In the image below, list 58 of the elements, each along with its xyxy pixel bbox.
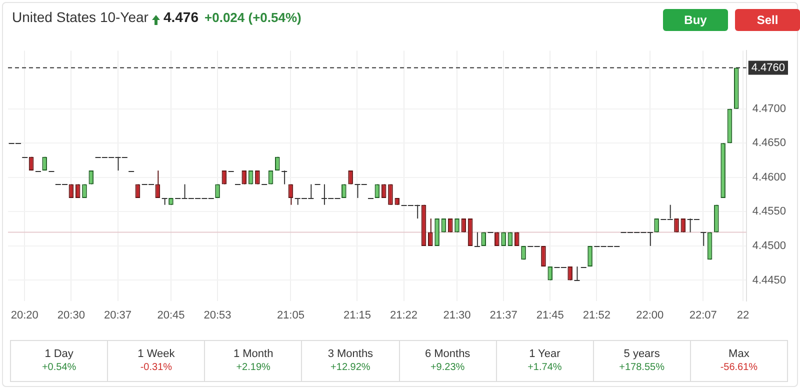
y-tick-label: 4.4550 <box>752 206 786 218</box>
x-tick-label: 21:37 <box>490 309 518 322</box>
candlestick <box>680 218 686 233</box>
candlestick <box>448 218 453 233</box>
text: 5 years <box>622 348 661 360</box>
buy-button: Buy <box>663 9 728 31</box>
text: 3 Months <box>326 348 374 360</box>
text: -56.61% <box>719 362 759 373</box>
candlestick <box>281 170 288 185</box>
text: 6 Months <box>424 348 472 360</box>
x-tick-label: 20:20 <box>10 309 38 322</box>
candlestick <box>574 266 580 281</box>
y-tick-label: 4.4500 <box>752 240 786 252</box>
candlestick <box>268 170 274 185</box>
chart-subtitle: 4.476 <box>163 9 199 25</box>
candlestick <box>548 266 553 281</box>
candlestick <box>222 170 227 185</box>
chart-title: United States 10-Year <box>12 9 148 25</box>
text: -0.31% <box>139 362 174 373</box>
text: +12.92% <box>330 362 372 373</box>
candlestick <box>700 232 707 246</box>
text: +0.54% <box>40 362 78 373</box>
x-tick-label: 22:00 <box>636 309 664 322</box>
x-tick-label: 21:22 <box>390 309 418 322</box>
x-tick-label: 21:15 <box>343 309 371 322</box>
x-tick-label: 20:30 <box>57 309 85 322</box>
text: +1.74% <box>526 362 563 373</box>
text: +9.23% <box>429 362 466 373</box>
y-tick-label: 4.4700 <box>752 102 786 115</box>
sell-button: Sell <box>735 9 800 31</box>
text: Max <box>728 348 750 360</box>
x-tick-label: 20:37 <box>104 309 132 322</box>
text: 1 Month <box>232 348 274 360</box>
x-tick-label: 20:45 <box>157 309 185 322</box>
text: 1 Week <box>136 348 176 360</box>
text: +178.55% <box>618 362 666 373</box>
text: 1 Year <box>528 348 562 360</box>
x-tick-label: 22 <box>736 309 750 322</box>
text: +0.024 (+0.54%) <box>204 10 302 24</box>
x-tick-label: 22:07 <box>689 309 717 322</box>
x-tick-label: 20:53 <box>204 309 232 322</box>
candlestick <box>461 218 466 233</box>
candlestick <box>88 170 94 185</box>
x-tick-label: 21:45 <box>536 309 564 322</box>
y-tick-label: 4.4650 <box>752 137 786 150</box>
candlestick <box>441 218 446 233</box>
text: +2.19% <box>235 362 272 373</box>
candlestick <box>514 232 520 246</box>
candlestick <box>248 170 254 185</box>
y-tick-label: 4.4450 <box>752 274 786 286</box>
y-tick-label: 4.4600 <box>752 171 786 184</box>
x-tick-label: 21:52 <box>582 309 610 322</box>
x-tick-label: 21:05 <box>276 309 304 322</box>
text: 1 Day <box>44 348 74 360</box>
ref-line-label: 4.4760 <box>751 62 786 74</box>
candlestick <box>242 170 247 185</box>
x-tick-label: 21:30 <box>443 309 471 322</box>
candlestick <box>474 232 480 247</box>
